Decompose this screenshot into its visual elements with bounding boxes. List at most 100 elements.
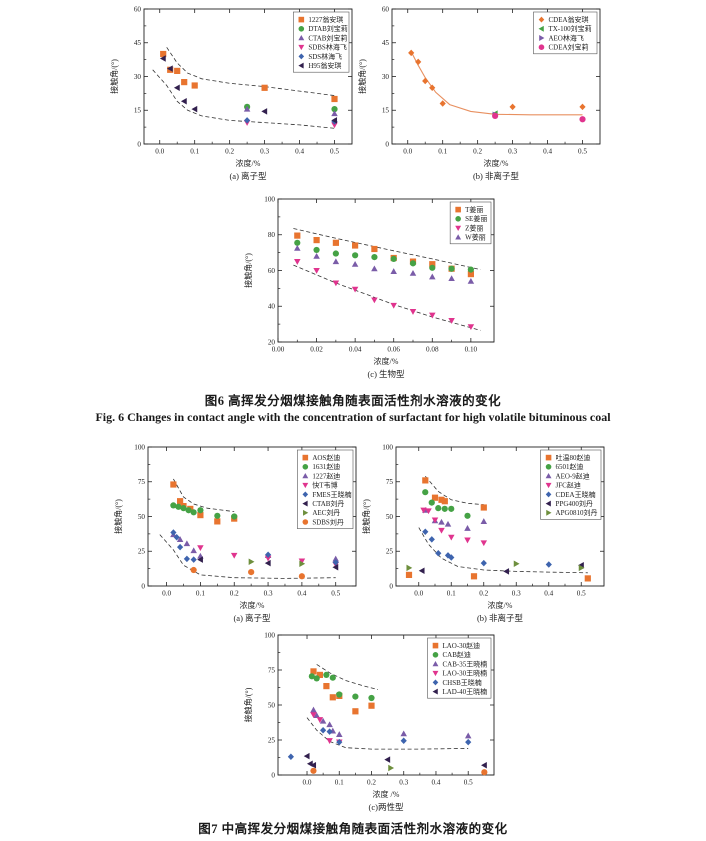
svg-text:SDS林海飞: SDS林海飞 — [308, 52, 342, 61]
svg-text:25: 25 — [386, 548, 394, 556]
svg-text:0.2: 0.2 — [367, 779, 376, 787]
svg-text:SE姜丽: SE姜丽 — [465, 214, 487, 223]
svg-text:0.5: 0.5 — [577, 590, 586, 598]
series-6501赵迪 — [422, 489, 471, 519]
series-AEC刘丹 — [248, 558, 306, 568]
svg-text:0: 0 — [271, 771, 275, 779]
series-SE姜丽 — [294, 239, 474, 273]
svg-text:CTAB刘宝莉: CTAB刘宝莉 — [308, 33, 347, 42]
axes: 0.0 0.1 0.2 0.3 0.4 0.5 0 25 50 75 100 — [264, 631, 495, 787]
svg-text:0.0: 0.0 — [303, 779, 312, 787]
series-T姜丽 — [294, 232, 474, 278]
fig7c-scatter-chart: 0.0 0.1 0.2 0.3 0.4 0.5 0 25 50 75 100 浓度 /% (c)两性型 接… — [242, 628, 502, 821]
svg-text:FMES王晓楠: FMES王晓楠 — [312, 490, 351, 499]
subplot-label: (a) 离子型 — [229, 171, 267, 181]
envelope-curve-0 — [424, 475, 484, 506]
x-axis-label: 浓度/% — [240, 600, 265, 610]
fig6c-svg: 0.00 0.02 0.04 0.06 0.08 0.10 20 40 60 80 100 浓度/% (… — [243, 195, 495, 379]
y-axis-label: 接触角/(°) — [109, 59, 119, 94]
envelope-curve-0 — [316, 664, 379, 690]
series-SDBS刘丹 — [190, 566, 305, 580]
svg-text:APG0810刘丹: APG0810刘丹 — [556, 508, 598, 517]
subplot-label: (b) 非离子型 — [477, 613, 524, 623]
x-axis-label: 浓度 /% — [373, 789, 400, 799]
svg-text:50: 50 — [386, 513, 394, 521]
svg-text:0.1: 0.1 — [190, 148, 199, 156]
svg-text:0: 0 — [141, 582, 145, 590]
y-axis-label: 接触角/(°) — [243, 687, 253, 722]
svg-text:0.3: 0.3 — [264, 590, 273, 598]
svg-text:AEC刘丹: AEC刘丹 — [312, 508, 340, 517]
svg-text:Z姜丽: Z姜丽 — [465, 223, 483, 232]
fig6a-svg: 0.0 0.1 0.2 0.3 0.4 0.5 0 15 30 45 60 浓度/% (a) 离子型 接触… — [109, 5, 353, 181]
fig6b-svg: 0.0 0.1 0.2 0.3 0.4 0.5 0 15 30 45 60 浓度/% (b) 非离子型 接… — [357, 5, 601, 181]
fig7b-scatter-chart: 0.0 0.1 0.2 0.3 0.4 0.5 0 25 50 75 100 浓度/% (b) 非离子型… — [360, 440, 612, 632]
series-CTAB刘宝莉 — [243, 105, 338, 117]
svg-text:快T韦博: 快T韦博 — [312, 481, 337, 490]
svg-text:1227翁安琪: 1227翁安琪 — [308, 15, 343, 24]
envelope-curve-0 — [166, 47, 335, 96]
svg-text:1631赵迪: 1631赵迪 — [312, 462, 340, 471]
series-AOS赵迪 — [170, 481, 238, 525]
envelope-curve-1 — [159, 534, 336, 579]
x-axis-label: 浓度/% — [484, 158, 509, 168]
fig6b-scatter-chart: 0.0 0.1 0.2 0.3 0.4 0.5 0 15 30 45 60 浓度/% (b) 非离子型 接… — [356, 2, 608, 190]
svg-text:0.02: 0.02 — [310, 346, 323, 354]
fig6-caption-zh: 图6 高挥发分烟煤接触角随表面活性剂水溶液的变化 — [204, 394, 502, 408]
envelope-curve-1 — [418, 527, 588, 574]
x-axis-label: 浓度/% — [374, 356, 399, 366]
fig7c-svg: 0.0 0.1 0.2 0.3 0.4 0.5 0 25 50 75 100 浓度 /% (c)两性型 接… — [243, 631, 495, 812]
svg-text:0.2: 0.2 — [225, 148, 234, 156]
svg-text:PPG400刘丹: PPG400刘丹 — [556, 499, 593, 508]
svg-text:AOS赵迪: AOS赵迪 — [312, 453, 340, 462]
envelope-curve-0 — [293, 228, 481, 270]
svg-text:25: 25 — [138, 548, 146, 556]
svg-text:AEO林海飞: AEO林海飞 — [548, 33, 583, 42]
series-CHSB王晓楠 — [287, 726, 472, 761]
svg-text:SDBS刘丹: SDBS刘丹 — [312, 517, 344, 526]
series-1631赵迪 — [170, 502, 238, 520]
series-CTAB刘丹 — [197, 556, 339, 571]
fit-curve — [410, 51, 583, 116]
fig7b-svg: 0.0 0.1 0.2 0.3 0.4 0.5 0 25 50 75 100 浓度/% (b) 非离子型… — [361, 443, 605, 623]
svg-text:15: 15 — [134, 107, 142, 115]
svg-text:0.2: 0.2 — [473, 148, 482, 156]
svg-text:0.10: 0.10 — [465, 346, 478, 354]
svg-text:0.2: 0.2 — [479, 590, 488, 598]
svg-text:30: 30 — [382, 73, 390, 81]
svg-text:0.1: 0.1 — [438, 148, 447, 156]
svg-text:0.2: 0.2 — [230, 590, 239, 598]
svg-text:0.3: 0.3 — [512, 590, 521, 598]
series-SDS林海飞 — [244, 117, 338, 125]
series-CAB赵迪 — [308, 671, 375, 702]
legend: 吐温80赵迪6501赵迪AEO-9赵迪JFC赵迪CDEA王晓楠PPG400刘丹A… — [540, 449, 602, 520]
envelope-curve-0 — [173, 478, 235, 512]
series-CDEA刘宝莉 — [492, 112, 586, 123]
svg-text:0.5: 0.5 — [330, 148, 339, 156]
svg-text:0.4: 0.4 — [544, 590, 553, 598]
series-AEO-9赵迪 — [422, 506, 488, 531]
svg-text:0.00: 0.00 — [272, 346, 285, 354]
series-unlabeled — [388, 764, 395, 772]
series-CDEA王晓楠 — [422, 528, 552, 568]
svg-text:75: 75 — [386, 478, 394, 486]
svg-text:45: 45 — [134, 39, 142, 47]
svg-text:0.3: 0.3 — [508, 148, 517, 156]
svg-text:0.1: 0.1 — [447, 590, 456, 598]
svg-text:0.0: 0.0 — [414, 590, 423, 598]
subplot-label: (c) 生物型 — [367, 369, 405, 379]
svg-text:0.1: 0.1 — [196, 590, 205, 598]
svg-text:0.0: 0.0 — [403, 148, 412, 156]
fig7a-scatter-chart: 0.0 0.1 0.2 0.3 0.4 0.5 0 25 50 75 100 浓度/% (a) 离子型 接… — [112, 440, 364, 632]
svg-text:吐温80赵迪: 吐温80赵迪 — [556, 453, 591, 462]
svg-text:CDEA翁安琪: CDEA翁安琪 — [548, 15, 588, 24]
series-W姜丽 — [294, 244, 475, 284]
svg-text:CDEA刘宝莉: CDEA刘宝莉 — [548, 43, 588, 52]
svg-text:DTAB刘宝莉: DTAB刘宝莉 — [308, 24, 348, 33]
subplot-label: (b) 非离子型 — [473, 171, 520, 181]
svg-text:AEO-9赵迪: AEO-9赵迪 — [556, 471, 590, 480]
svg-text:75: 75 — [268, 666, 276, 674]
